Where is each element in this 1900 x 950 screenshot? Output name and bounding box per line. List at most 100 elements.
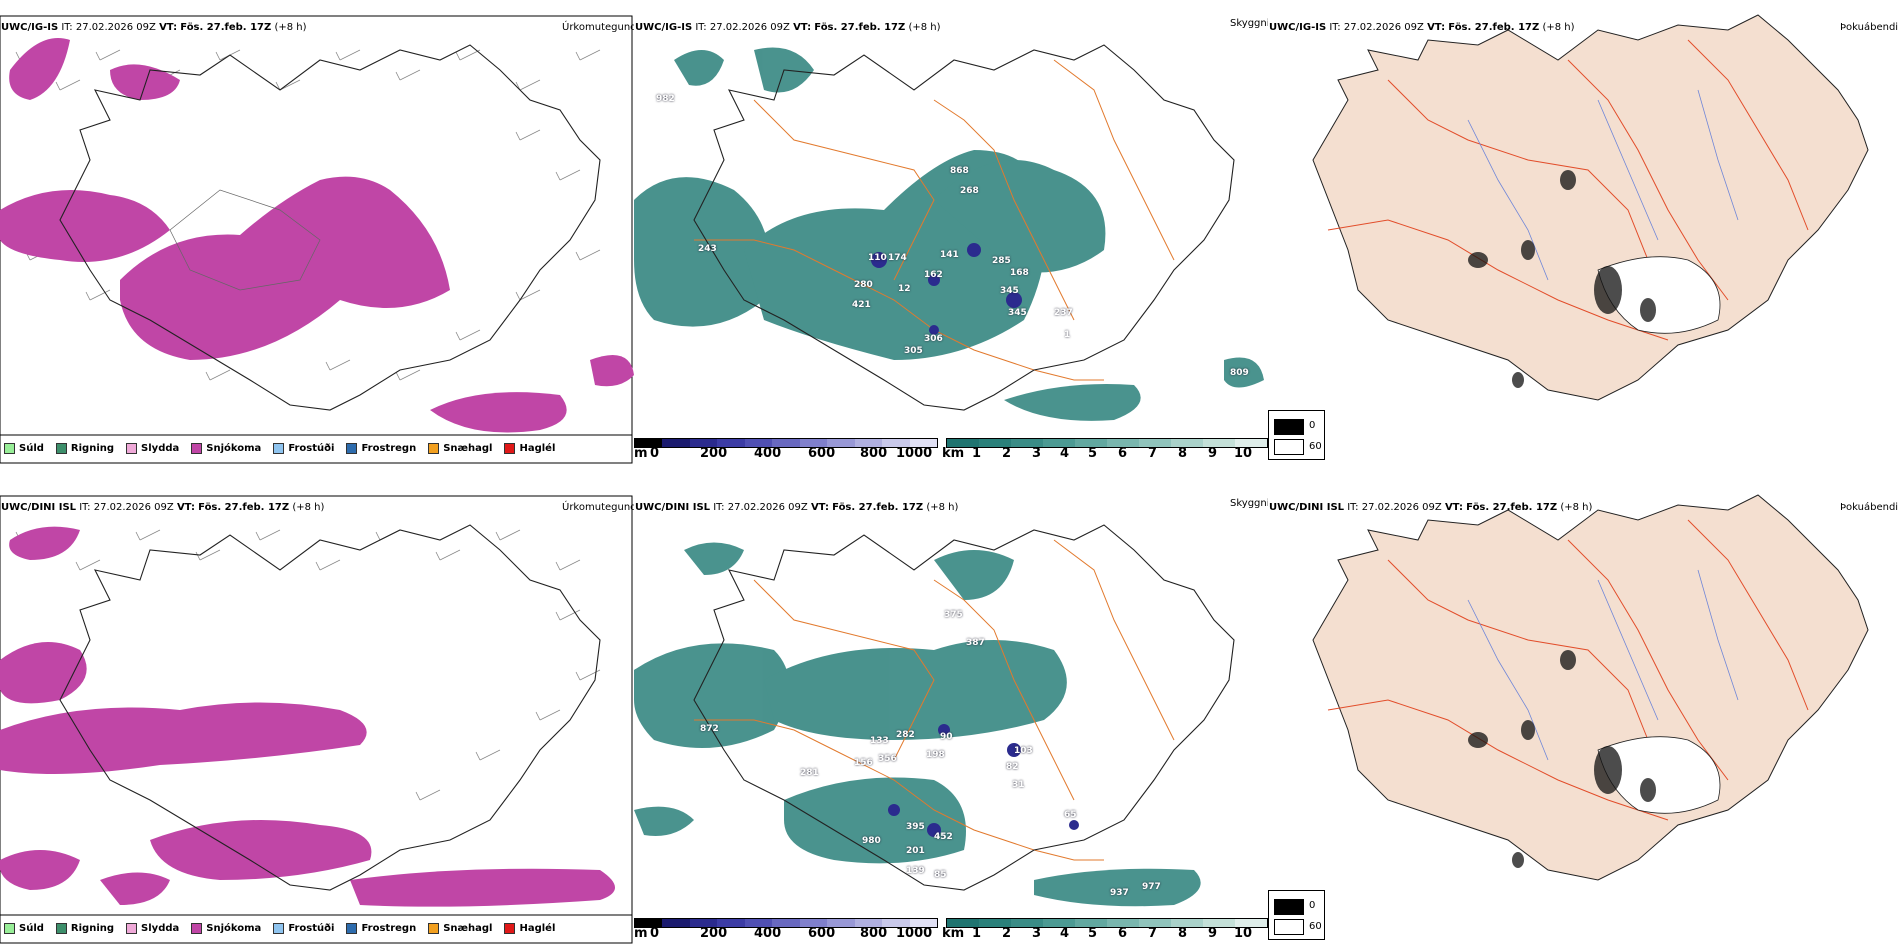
panel-header: UWC/DINI ISL IT: 27.02.2026 09Z VT: Fös.… <box>635 502 959 513</box>
precip-value: 31 <box>1012 780 1025 790</box>
cloud-base-spots <box>888 724 1079 837</box>
fog-spots <box>1468 650 1656 868</box>
legend-swatch <box>4 443 15 454</box>
precip-value: 237 <box>1054 308 1073 318</box>
visibility-map <box>634 524 1235 907</box>
panel-title: Þokuábendi <box>1840 22 1899 33</box>
precip-value: 133 <box>870 736 889 746</box>
legend-swatch <box>428 443 440 454</box>
precip-value: 872 <box>700 724 719 734</box>
legend-swatch <box>4 923 15 934</box>
legend-item: Súld <box>4 443 44 454</box>
legend-item: Snjókoma <box>191 443 261 454</box>
precip-value: 103 <box>1014 746 1033 756</box>
colorbar-unit: m <box>634 446 648 461</box>
visibility-areas <box>634 542 1201 907</box>
precip-value: 387 <box>966 638 985 648</box>
legend-item: Rigning <box>55 923 114 934</box>
legend-swatch <box>504 443 516 454</box>
rivers <box>1467 89 1739 281</box>
cloud-base-spots <box>871 243 1022 335</box>
precip-value: 174 <box>888 253 907 263</box>
precip-value: 285 <box>992 256 1011 266</box>
legend-swatch <box>191 923 203 934</box>
precip-value: 82 <box>1006 762 1019 772</box>
roads <box>1327 519 1809 821</box>
precip-value: 1 <box>1064 330 1071 340</box>
precip-value: 12 <box>898 284 911 294</box>
visibility-colorbar: km 1 2 3 4 5 6 7 8 9 10 <box>942 438 1268 461</box>
legend-item: Snæhagl <box>428 443 492 454</box>
panel-header: UWC/IG-IS IT: 27.02.2026 09Z VT: Fös. 27… <box>1 22 307 33</box>
snow-areas <box>0 526 615 907</box>
legend-swatch <box>504 923 516 934</box>
visibility-panel-top: UWC/IG-IS IT: 27.02.2026 09Z VT: Fös. 27… <box>634 0 1268 470</box>
legend-swatch <box>126 923 138 934</box>
precip-value: 375 <box>944 610 963 620</box>
colorbar-strip <box>946 918 1268 928</box>
fog-spots <box>1468 170 1656 388</box>
legend-swatch <box>55 443 67 454</box>
fog-panel-bottom: UWC/DINI ISL IT: 27.02.2026 09Z VT: Fös.… <box>1268 480 1900 950</box>
precip-value: 356 <box>878 754 897 764</box>
legend-swatch <box>191 443 203 454</box>
fog-map <box>1312 494 1869 881</box>
precip-value: 198 <box>926 750 945 760</box>
legend-item: Haglél <box>504 443 555 454</box>
precip-value: 421 <box>852 300 871 310</box>
precip-value: 139 <box>906 866 925 876</box>
fog-legend-top: 0 60 <box>1268 410 1325 460</box>
legend-swatch <box>346 923 358 934</box>
panel-header: UWC/IG-IS IT: 27.02.2026 09Z VT: Fös. 27… <box>635 22 941 33</box>
legend-swatch <box>126 443 138 454</box>
legend-swatch <box>428 923 440 934</box>
roads <box>694 539 1175 861</box>
precip-map <box>0 495 633 944</box>
panel-title: Þokuábendi <box>1840 502 1899 513</box>
precip-map <box>0 15 634 464</box>
legend-item: Frostregn <box>346 443 416 454</box>
legend-swatch <box>273 923 285 934</box>
visibility-map <box>634 44 1264 421</box>
colorbar-unit: km <box>942 926 965 941</box>
precip-value: 281 <box>800 768 819 778</box>
precip-value: 395 <box>906 822 925 832</box>
precip-value: 268 <box>960 186 979 196</box>
precip-value: 85 <box>934 870 947 880</box>
precip-value: 141 <box>940 250 959 260</box>
precip-value: 90 <box>940 732 953 742</box>
visibility-areas <box>634 47 1264 421</box>
legend-swatch <box>1274 919 1304 935</box>
colorbar-strip <box>634 918 938 928</box>
legend-item: Slydda <box>126 443 179 454</box>
fog-legend-bottom: 0 60 <box>1268 890 1325 940</box>
legend-item: Súld <box>4 923 44 934</box>
legend-swatch <box>273 443 285 454</box>
colorbar-unit: m <box>634 926 648 941</box>
panel-header: UWC/DINI ISL IT: 27.02.2026 09Z VT: Fös.… <box>1269 502 1593 513</box>
precip-value: 168 <box>1010 268 1029 278</box>
precip-value: 282 <box>896 730 915 740</box>
precip-value: 243 <box>698 244 717 254</box>
precip-type-legend: Súld Rigning Slydda Snjókoma Frostúði Fr… <box>4 443 555 454</box>
cloud-base-colorbar: m 0 200 400 600 800 1000 <box>634 918 938 941</box>
cloud-base-colorbar: m 0 200 400 600 800 1000 <box>634 438 938 461</box>
precip-type-legend: Súld Rigning Slydda Snjókoma Frostúði Fr… <box>4 923 555 934</box>
precip-value: 201 <box>906 846 925 856</box>
precip-value: 306 <box>924 334 943 344</box>
legend-item: Rigning <box>55 443 114 454</box>
precip-value: 110 <box>868 253 887 263</box>
roads <box>1327 39 1809 341</box>
precip-value: 982 <box>656 94 675 104</box>
precip-value: 156 <box>854 758 873 768</box>
panel-title: Úrkomutegund <box>562 22 634 33</box>
precip-value: 980 <box>862 836 881 846</box>
legend-swatch <box>346 443 358 454</box>
precip-value: 345 <box>1000 286 1019 296</box>
panel-title: Skyggni <box>1230 18 1268 29</box>
colorbar-unit: km <box>942 446 965 461</box>
precip-panel-top: UWC/IG-IS IT: 27.02.2026 09Z VT: Fös. 27… <box>0 0 634 470</box>
colorbar-strip <box>634 438 938 448</box>
visibility-panel-bottom: UWC/DINI ISL IT: 27.02.2026 09Z VT: Fös.… <box>634 480 1268 950</box>
rivers <box>1467 569 1739 761</box>
